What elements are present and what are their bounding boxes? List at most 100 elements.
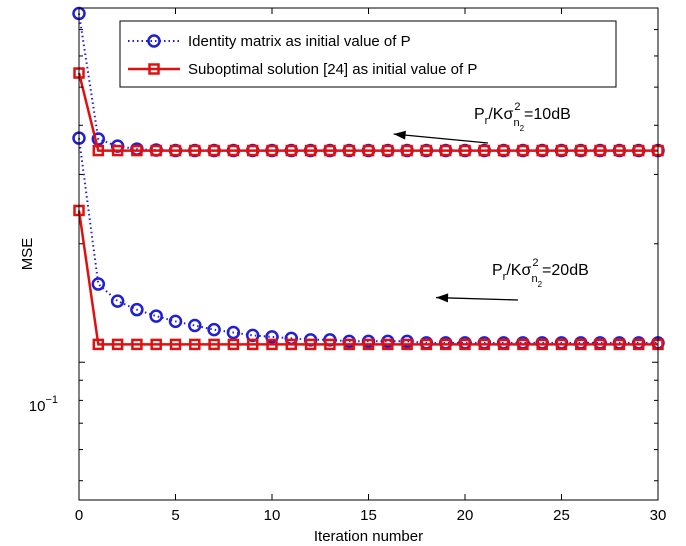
series-1-point-0-19	[439, 144, 452, 157]
series-0-line-1	[78, 137, 658, 344]
annotation-10db-p: P	[474, 106, 485, 123]
y-tick-base: 10	[29, 398, 46, 415]
annotation-20db-label: Pr/Kσ2 n2=20dB	[492, 257, 589, 289]
series-1-point-0-22	[497, 144, 510, 157]
series-1-point-1-28	[613, 338, 626, 351]
series-1-point-1-29	[632, 338, 645, 351]
series-1-point-1-3	[131, 338, 143, 351]
series-1-point-0-16	[382, 144, 394, 157]
annotation-20db: Pr/Kσ2 n2=20dB	[492, 257, 589, 289]
legend-marker-1	[148, 63, 160, 75]
annotation-arrows	[393, 130, 519, 303]
series-1-point-1-13	[324, 338, 336, 351]
series-0-point-1-8	[226, 325, 241, 340]
series-layer	[72, 6, 665, 351]
series-1-point-1-17	[401, 338, 413, 351]
series-0-point-1-6	[188, 318, 202, 333]
series-0-point-1-4	[149, 309, 163, 323]
series-0-point-1-10	[265, 330, 279, 344]
series-1-point-1-9	[246, 338, 259, 351]
series-1-point-0-26	[575, 144, 587, 157]
series-0-point-1-7	[207, 322, 221, 337]
annotation-10db-ksigma: /Kσ	[488, 106, 513, 123]
annotation-arrow-0	[393, 130, 489, 144]
series-1-point-0-21	[478, 144, 491, 157]
annotation-10db-label: Pr/Kσ2 n2=10dB	[474, 101, 571, 133]
legend: Identity matrix as initial value of P Su…	[119, 20, 617, 88]
series-1-point-1-6	[189, 338, 201, 351]
y-tick-exponent: −1	[45, 394, 58, 406]
annotation-10db-sup: 2	[514, 101, 520, 113]
series-1-point-0-11	[285, 144, 298, 157]
x-tick-label-4: 20	[457, 507, 474, 524]
series-1-point-1-16	[382, 338, 394, 351]
series-1-point-0-2	[111, 144, 124, 157]
series-1-point-0-17	[401, 144, 413, 157]
series-1-point-1-11	[285, 338, 298, 351]
series-1-point-1-23	[517, 338, 529, 351]
series-1-point-1-25	[555, 338, 568, 351]
series-1-point-1-19	[439, 338, 452, 351]
x-tick-label-1: 5	[171, 507, 179, 524]
series-1-point-0-5	[169, 144, 182, 157]
series-1-point-1-10	[266, 338, 278, 351]
series-0-point-1-3	[130, 302, 144, 317]
series-1-point-0-3	[131, 144, 143, 157]
annotation-10db-value: =10dB	[524, 106, 571, 123]
series-1-point-1-5	[169, 338, 182, 351]
series-1-point-0-13	[324, 144, 336, 157]
series-1-point-1-21	[478, 338, 491, 351]
series-1-point-1-20	[459, 338, 471, 351]
series-1-point-0-15	[362, 144, 375, 157]
x-tick-label-5: 25	[553, 507, 570, 524]
y-axis-label: MSE	[19, 238, 36, 271]
series-1	[73, 67, 664, 351]
annotation-20db-ksigma: /Kσ	[506, 262, 531, 279]
annotation-10db-n-sub: 2	[520, 124, 525, 133]
annotation-20db-n: n	[531, 273, 537, 285]
series-1-point-0-10	[266, 144, 278, 157]
x-tick-label-3: 15	[360, 507, 377, 524]
annotation-20db-n-sub: 2	[538, 280, 543, 289]
annotation-arrow-head-1	[436, 293, 449, 303]
series-1-point-0-29	[632, 144, 645, 157]
annotation-20db-p: P	[492, 262, 503, 279]
series-1-point-1-12	[304, 338, 317, 351]
series-1-point-1-2	[111, 338, 124, 351]
series-1-point-1-26	[575, 338, 587, 351]
series-1-point-0-24	[536, 144, 548, 157]
annotation-10db-r: r	[485, 115, 489, 127]
series-1-point-1-4	[150, 338, 162, 351]
y-tick-label: 10−1	[29, 394, 58, 415]
annotation-20db-value: =20dB	[542, 262, 589, 279]
annotation-20db-r: r	[503, 271, 507, 283]
series-1-point-0-4	[150, 144, 162, 157]
series-1-point-1-15	[362, 338, 375, 351]
series-1-point-1-1	[92, 338, 105, 351]
series-1-point-1-8	[227, 338, 240, 351]
series-1-point-0-28	[613, 144, 626, 157]
annotation-20db-sup: 2	[532, 257, 538, 269]
series-1-point-1-24	[536, 338, 548, 351]
x-tick-label-6: 30	[650, 507, 667, 524]
series-1-line-0	[77, 72, 658, 152]
series-1-point-1-27	[594, 338, 606, 351]
series-1-point-0-1	[92, 144, 105, 157]
series-0-point-1-5	[168, 314, 183, 329]
series-1-point-0-18	[420, 144, 433, 157]
annotation-10db: Pr/Kσ2 n2=10dB	[474, 101, 571, 133]
legend-marker-0	[147, 34, 161, 48]
series-1-point-0-8	[227, 144, 240, 157]
legend-swatches	[128, 34, 180, 75]
series-0-point-0-1	[91, 132, 106, 146]
legend-label-suboptimal: Suboptimal solution [24] as initial valu…	[188, 61, 477, 78]
series-0-point-1-2	[110, 294, 125, 308]
series-1-point-0-20	[459, 144, 471, 157]
series-1-point-0-7	[208, 144, 220, 157]
series-1-point-0-27	[594, 144, 606, 157]
x-tick-label-2: 10	[264, 507, 281, 524]
annotation-arrow-shaft-1	[436, 296, 519, 301]
series-1-point-0-14	[343, 144, 355, 157]
series-1-point-1-18	[420, 338, 433, 351]
